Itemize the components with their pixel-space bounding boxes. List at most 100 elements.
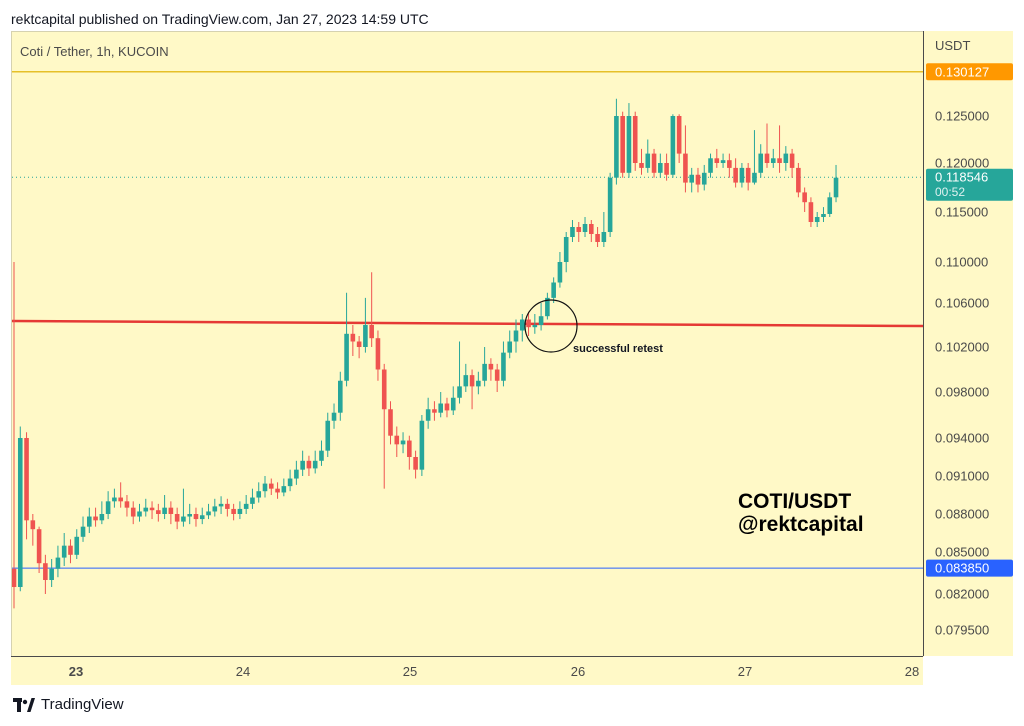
- candle-up[interactable]: [507, 341, 513, 353]
- candle-down[interactable]: [30, 520, 36, 530]
- candle-up[interactable]: [49, 568, 54, 580]
- candle-up[interactable]: [532, 325, 538, 328]
- candle-up[interactable]: [400, 440, 406, 445]
- candle-up[interactable]: [645, 153, 651, 168]
- candle-down[interactable]: [369, 325, 374, 339]
- candle-up[interactable]: [344, 333, 349, 381]
- candle-up[interactable]: [206, 511, 211, 516]
- candle-down[interactable]: [714, 158, 720, 163]
- candle-up[interactable]: [538, 316, 544, 325]
- candle-down[interactable]: [676, 116, 682, 154]
- candle-up[interactable]: [162, 507, 167, 514]
- candle-down[interactable]: [174, 514, 180, 522]
- candle-down[interactable]: [193, 514, 199, 520]
- candle-down[interactable]: [225, 503, 230, 509]
- candle-up[interactable]: [438, 403, 443, 413]
- candle-up[interactable]: [670, 116, 676, 175]
- candle-up[interactable]: [758, 153, 764, 173]
- candle-up[interactable]: [319, 450, 324, 461]
- candle-down[interactable]: [683, 153, 688, 183]
- candle-up[interactable]: [821, 214, 826, 217]
- candle-down[interactable]: [275, 488, 280, 493]
- candle-up[interactable]: [658, 163, 663, 173]
- candle-down[interactable]: [12, 568, 17, 587]
- candle-up[interactable]: [143, 507, 149, 512]
- candle-down[interactable]: [43, 563, 48, 580]
- candle-up[interactable]: [338, 380, 343, 413]
- candle-down[interactable]: [24, 438, 29, 521]
- candle-up[interactable]: [626, 116, 632, 173]
- candle-down[interactable]: [231, 508, 236, 514]
- candle-up[interactable]: [563, 237, 569, 262]
- price-axis[interactable]: [923, 31, 1014, 656]
- candle-up[interactable]: [137, 511, 142, 517]
- candle-up[interactable]: [557, 262, 563, 283]
- candle-up[interactable]: [187, 514, 192, 517]
- candle-down[interactable]: [695, 174, 701, 185]
- candle-up[interactable]: [720, 160, 726, 163]
- candle-down[interactable]: [789, 153, 795, 168]
- candle-up[interactable]: [501, 352, 506, 381]
- candle-down[interactable]: [394, 435, 400, 445]
- candle-down[interactable]: [469, 375, 475, 387]
- candle-up[interactable]: [212, 506, 218, 512]
- candle-up[interactable]: [61, 545, 67, 558]
- candle-up[interactable]: [739, 167, 745, 183]
- candle-down[interactable]: [664, 163, 669, 175]
- time-axis[interactable]: [11, 656, 923, 685]
- candle-down[interactable]: [802, 192, 807, 203]
- candle-up[interactable]: [457, 386, 462, 398]
- candle-down[interactable]: [350, 333, 356, 342]
- candle-up[interactable]: [281, 486, 287, 493]
- candle-down[interactable]: [494, 369, 500, 381]
- candle-down[interactable]: [727, 160, 732, 168]
- candle-down[interactable]: [413, 457, 418, 470]
- candle-down[interactable]: [589, 224, 594, 234]
- candle-up[interactable]: [770, 158, 776, 163]
- footer-brand[interactable]: TradingView: [13, 696, 124, 713]
- candle-up[interactable]: [450, 397, 456, 411]
- candle-up[interactable]: [833, 177, 839, 198]
- candle-down[interactable]: [36, 529, 42, 564]
- candle-up[interactable]: [513, 330, 519, 342]
- candle-down[interactable]: [444, 403, 450, 411]
- candle-down[interactable]: [745, 167, 751, 183]
- candle-up[interactable]: [312, 460, 318, 469]
- candle-up[interactable]: [74, 536, 80, 555]
- candle-down[interactable]: [306, 460, 312, 469]
- candle-up[interactable]: [601, 232, 607, 242]
- candle-up[interactable]: [482, 363, 487, 381]
- candle-up[interactable]: [331, 412, 337, 421]
- candle-up[interactable]: [783, 153, 789, 163]
- candle-up[interactable]: [814, 217, 820, 222]
- candle-down[interactable]: [388, 409, 393, 436]
- candle-down[interactable]: [632, 116, 638, 163]
- chart-pane[interactable]: [11, 31, 924, 657]
- candle-up[interactable]: [87, 516, 92, 527]
- candle-up[interactable]: [99, 514, 105, 521]
- candle-up[interactable]: [294, 469, 299, 479]
- candle-down[interactable]: [777, 158, 782, 163]
- candle-up[interactable]: [181, 516, 186, 522]
- candle-down[interactable]: [356, 341, 362, 348]
- candle-down[interactable]: [93, 516, 98, 521]
- candle-up[interactable]: [112, 497, 117, 502]
- candle-up[interactable]: [689, 174, 694, 183]
- candle-down[interactable]: [620, 116, 625, 173]
- candle-down[interactable]: [432, 409, 437, 413]
- candle-down[interactable]: [124, 501, 130, 508]
- candle-up[interactable]: [545, 297, 550, 317]
- candle-down[interactable]: [375, 338, 381, 370]
- candle-down[interactable]: [381, 369, 387, 410]
- candle-down[interactable]: [488, 363, 494, 370]
- candle-down[interactable]: [156, 510, 161, 514]
- candle-down[interactable]: [149, 507, 155, 511]
- candle-down[interactable]: [168, 507, 174, 514]
- candle-down[interactable]: [595, 234, 600, 242]
- candle-up[interactable]: [582, 224, 588, 232]
- candle-up[interactable]: [256, 491, 262, 498]
- candle-down[interactable]: [526, 319, 531, 328]
- candle-up[interactable]: [752, 172, 757, 183]
- candle-up[interactable]: [607, 177, 613, 232]
- candle-down[interactable]: [407, 440, 412, 457]
